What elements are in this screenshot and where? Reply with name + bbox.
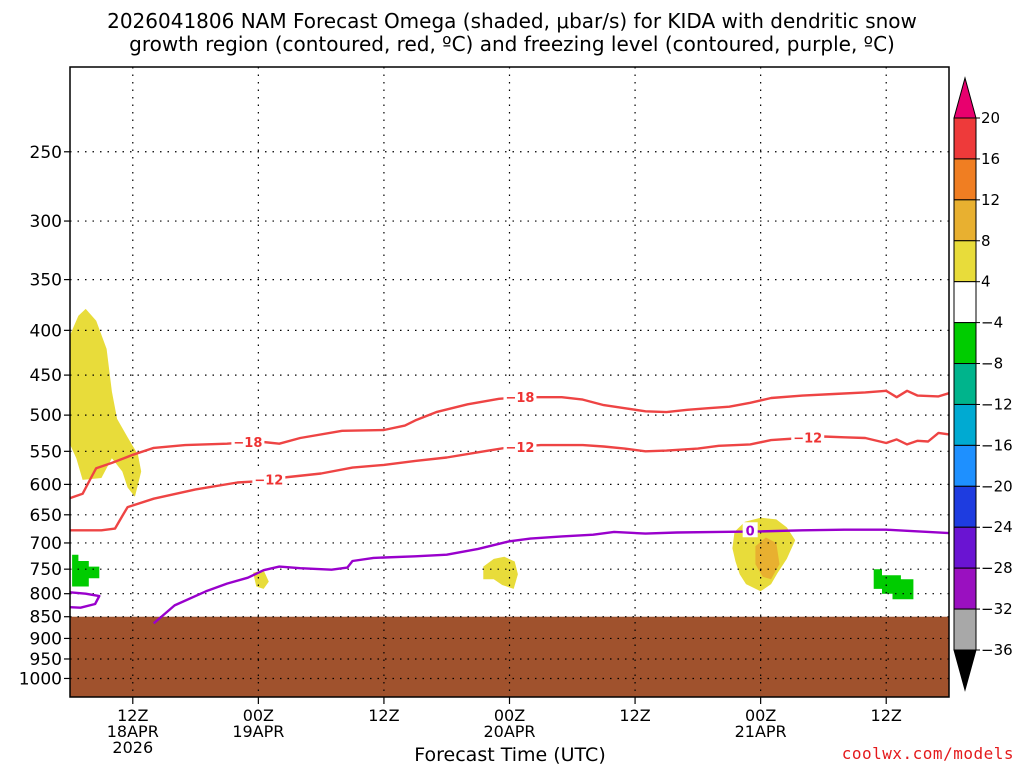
y-tick-label: 500: [30, 406, 62, 426]
colorbar-label: 12: [981, 191, 1000, 209]
axes-layer: 2503003504004505005506006507007508008509…: [19, 143, 902, 757]
terrain-fill: [70, 616, 949, 697]
colorbar-band: [953, 444, 977, 487]
y-tick-label: 550: [30, 442, 62, 462]
contour-label-bg: [503, 439, 537, 455]
x-tick-label: 00Z: [494, 706, 525, 725]
colorbar-label: −28: [981, 559, 1013, 577]
y-tick-label: 350: [30, 271, 62, 291]
colorbar-label: −8: [981, 355, 1003, 373]
terrain-layer: [70, 616, 949, 697]
contour-label: −18: [505, 391, 534, 406]
omega-shaded-region: [483, 556, 518, 589]
contour-line: [69, 389, 950, 500]
y-tick-label: 450: [30, 366, 62, 386]
x-tick-label: 12Z: [117, 706, 148, 725]
contour-line: [69, 591, 101, 609]
contour-label: −18: [233, 436, 262, 451]
x-tick-date-label: 20APR: [483, 722, 535, 741]
contour-label-layer: −18 −18 −12 −12 −12 0: [231, 389, 825, 539]
colorbar-band: [953, 199, 977, 242]
y-tick-label: 1000: [19, 669, 62, 689]
colorbar-band: [953, 281, 977, 324]
y-tick-label: 850: [30, 608, 62, 628]
omega-shading-layer: [70, 308, 914, 600]
y-tick-label: 900: [30, 629, 62, 649]
x-tick-label: 12Z: [871, 706, 902, 725]
y-tick-label: 750: [30, 560, 62, 580]
x-tick-label: 12Z: [619, 706, 650, 725]
colorbar-label: 16: [981, 150, 1000, 168]
colorbar-band: [953, 608, 977, 651]
colorbar-label: −12: [981, 395, 1013, 413]
colorbar: 20 16 12 8 4 −4 −8 −12 −16 −20 −24 −28 −32 −36: [953, 76, 1013, 692]
x-tick-label: 12Z: [368, 706, 399, 725]
y-tick-label: 650: [30, 506, 62, 526]
y-tick-label: 250: [30, 143, 62, 163]
contour-label-bg: [252, 471, 286, 487]
colorbar-band: [953, 363, 977, 405]
colorbar-label: −24: [981, 518, 1013, 536]
chart-title-line-1: 2026041806 NAM Forecast Omega (shaded, μ…: [107, 9, 917, 33]
colorbar-label: −4: [981, 314, 1003, 332]
y-tick-label: 950: [30, 650, 62, 670]
colorbar-bottom-arrow: [953, 649, 977, 692]
contour-label: 0: [746, 524, 755, 539]
x-tick-year-label: 2026: [112, 738, 153, 757]
y-tick-label: 700: [30, 534, 62, 554]
contour-layer: [69, 389, 950, 625]
x-tick-label: 00Z: [745, 706, 776, 725]
contour-label: −12: [505, 441, 534, 456]
colorbar-band: [953, 403, 977, 446]
contour-label-bg: [503, 389, 537, 405]
contour-label-bg: [742, 522, 758, 538]
colorbar-label: −16: [981, 436, 1013, 454]
colorbar-label: −20: [981, 477, 1013, 495]
colorbar-band: [953, 158, 977, 201]
contour-line: [70, 431, 950, 532]
omega-shaded-region: [873, 569, 914, 600]
y-tick-label: 300: [30, 212, 62, 232]
omega-shaded-region: [70, 308, 142, 497]
colorbar-band: [953, 526, 977, 569]
x-tick-date-label: 21APR: [735, 722, 787, 741]
colorbar-band: [953, 485, 977, 528]
y-tick-label: 600: [30, 475, 62, 495]
contour-label: −12: [793, 431, 822, 446]
x-tick-date-label: 18APR: [107, 722, 159, 741]
omega-shaded-region: [72, 554, 100, 587]
credit-link[interactable]: coolwx.com/models: [841, 744, 1014, 763]
colorbar-label: 20: [981, 109, 1000, 127]
contour-line: [152, 528, 950, 625]
colorbar-band: [953, 567, 977, 610]
colorbar-label: −32: [981, 600, 1013, 618]
colorbar-band: [953, 240, 977, 283]
colorbar-top-arrow: [953, 76, 977, 119]
colorbar-label: −36: [981, 641, 1013, 659]
colorbar-label: 8: [981, 232, 991, 250]
contour-label: −12: [254, 473, 283, 488]
colorbar-band: [953, 117, 977, 160]
y-tick-label: 400: [30, 321, 62, 341]
colorbar-label: 4: [981, 273, 991, 291]
x-tick-date-label: 19APR: [232, 722, 284, 741]
omega-shaded-region: [253, 570, 269, 589]
x-tick-label: 00Z: [243, 706, 274, 725]
grid-layer: [70, 67, 949, 697]
colorbar-band: [953, 322, 977, 365]
x-axis-label: Forecast Time (UTC): [414, 744, 606, 766]
y-tick-label: 800: [30, 585, 62, 605]
chart-title-line-2: growth region (contoured, red, ºC) and f…: [129, 32, 895, 56]
contour-label-bg: [791, 429, 825, 445]
contour-label-bg: [231, 434, 265, 450]
